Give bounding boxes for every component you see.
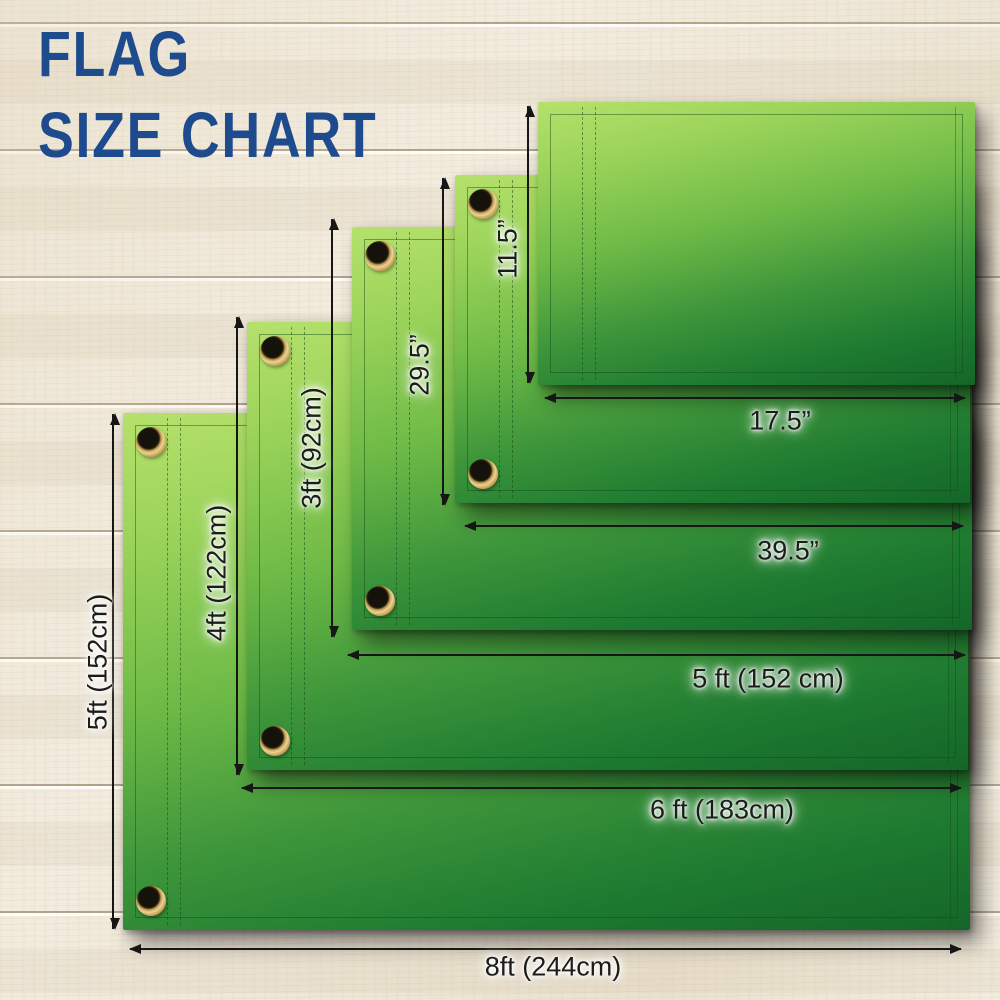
grommet-top [365, 241, 395, 271]
grommet-bottom [260, 726, 290, 756]
hoist-stitch [499, 180, 513, 498]
grommet-bottom [136, 886, 166, 916]
grommet-bottom [365, 586, 395, 616]
width-arrow-6ft [241, 783, 962, 793]
width-arrow-5ft [347, 650, 966, 660]
height-label-5ft: 3ft (92cm) [296, 387, 327, 509]
height-arrow-8ft [110, 413, 120, 930]
height-arrow-17in [525, 105, 535, 384]
width-label-39in: 39.5” [757, 535, 819, 566]
height-label-39in: 29.5” [404, 334, 435, 396]
grommet-top [468, 189, 498, 219]
page-title: FLAG SIZE CHART [38, 22, 442, 167]
flag-17in-x-11in [538, 102, 975, 385]
hoist-stitch [167, 418, 181, 925]
hoist-stitch [291, 327, 305, 765]
width-label-5ft: 5 ft (152 cm) [692, 663, 844, 694]
width-arrow-17in [544, 393, 966, 403]
height-label-8ft: 5ft (152cm) [82, 593, 113, 731]
fly-stitch [955, 107, 956, 380]
height-arrow-5ft [329, 218, 339, 638]
width-label-6ft: 6 ft (183cm) [649, 794, 795, 825]
grommet-top [136, 427, 166, 457]
height-arrow-39in [440, 177, 450, 506]
width-label-8ft: 8ft (244cm) [484, 951, 622, 982]
width-arrow-8ft [129, 944, 962, 954]
hoist-stitch [396, 232, 410, 625]
title-line-2: SIZE CHART [38, 99, 378, 171]
hoist-stitch [582, 107, 596, 380]
title-line-1: FLAG [38, 18, 192, 90]
width-arrow-39in [464, 521, 964, 531]
width-label-17in: 17.5” [749, 405, 811, 436]
grommet-bottom [468, 459, 498, 489]
height-arrow-6ft [234, 316, 244, 776]
height-label-17in: 11.5” [492, 219, 523, 279]
height-label-6ft: 4ft (122cm) [201, 504, 232, 642]
grommet-top [260, 336, 290, 366]
